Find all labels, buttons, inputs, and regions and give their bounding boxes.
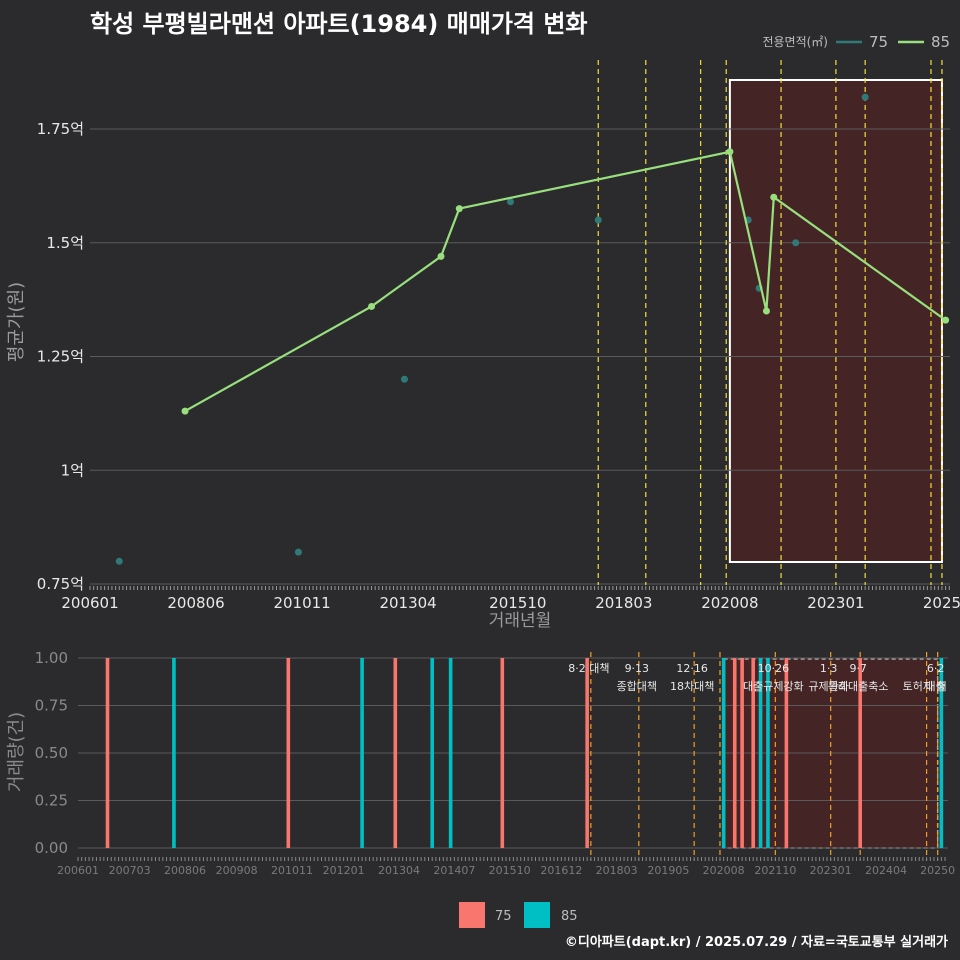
x-tick-label: 201803 — [595, 594, 652, 612]
volume-bar-85 — [758, 658, 763, 848]
policy-label-date: 9·7 — [849, 662, 867, 675]
volume-bar-75 — [784, 658, 789, 848]
policy-label-name: 18차대책 — [670, 680, 714, 693]
chart-title: 학성 부평빌라맨션 아파트(1984) 매매가격 변화 — [90, 10, 588, 38]
y-tick-label-volume: 1.00 — [35, 649, 68, 667]
x-tick-label-volume: 200703 — [109, 864, 151, 877]
policy-label-name: 대출규제강화 — [743, 680, 804, 693]
policy-label-date: 8·2 대책 — [568, 662, 609, 675]
data-point-75 — [294, 548, 302, 556]
x-tick-label-volume: 200806 — [164, 864, 206, 877]
x-tick-label-volume: 20250 — [920, 864, 955, 877]
y-tick-label-volume: 0.75 — [35, 697, 68, 715]
source-credit: ©디아파트(dapt.kr) / 2025.07.29 / 자료=국토교통부 실… — [564, 935, 948, 950]
legend-swatch-bar-75 — [459, 902, 485, 928]
data-point-85 — [455, 205, 463, 213]
data-point-75 — [115, 557, 123, 565]
x-tick-label-volume: 200908 — [216, 864, 258, 877]
y-tick-label-volume: 0.50 — [35, 744, 68, 762]
volume-bar-85 — [766, 658, 770, 848]
data-point-85 — [942, 316, 950, 324]
x-tick-label: 200601 — [61, 594, 118, 612]
legend-label-bar-85: 85 — [561, 909, 578, 924]
x-tick-label-volume: 202404 — [865, 864, 907, 877]
y-tick-label: 1.25억 — [37, 348, 84, 366]
series-line-85 — [184, 150, 947, 413]
data-point-75 — [506, 198, 514, 206]
x-tick-label: 202301 — [807, 594, 864, 612]
data-point-75 — [861, 93, 869, 101]
x-tick-label-volume: 201803 — [596, 864, 638, 877]
data-point-85 — [762, 307, 770, 315]
y-tick-label: 1억 — [61, 461, 84, 479]
policy-label-name: 규제완화 — [808, 680, 848, 693]
volume-bar-85 — [360, 658, 364, 848]
x-tick-label-volume: 201011 — [271, 864, 313, 877]
data-point-85 — [726, 148, 734, 156]
legend-label-75: 75 — [869, 33, 888, 51]
volume-bar-75 — [286, 658, 291, 848]
policy-label-name: 종합대책 — [617, 680, 657, 693]
x-tick-label: 201011 — [273, 594, 330, 612]
volume-bar-85 — [172, 658, 176, 848]
legend-label-85: 85 — [931, 33, 950, 51]
data-point-85 — [437, 252, 445, 260]
data-point-75 — [792, 239, 800, 247]
x-axis-title: 거래년월 — [489, 611, 552, 631]
data-point-85 — [770, 193, 778, 201]
y-tick-label: 1.75억 — [37, 120, 84, 138]
legend-label-bar-75: 75 — [495, 909, 512, 924]
y-axis-title-volume: 거래량(건) — [6, 712, 27, 792]
x-tick-label: 201304 — [379, 594, 436, 612]
y-tick-label: 1.5억 — [46, 234, 84, 252]
x-tick-label: 200806 — [167, 594, 224, 612]
policy-label-date: 12·16 — [676, 662, 708, 675]
x-tick-label-volume: 201304 — [378, 864, 420, 877]
y-tick-label-volume: 0.00 — [35, 839, 68, 857]
volume-bar-75 — [585, 658, 589, 848]
x-tick-label-volume: 202110 — [754, 864, 796, 877]
data-point-85 — [181, 407, 189, 415]
policy-label-name: 토허제 해 — [903, 679, 947, 693]
legend-title: 전용면적(㎡) — [762, 35, 828, 49]
policy-label-date: 9·13 — [625, 662, 650, 675]
volume-bar-75 — [732, 658, 737, 848]
x-tick-label-volume: 201905 — [647, 864, 689, 877]
x-tick-label-volume: 201510 — [489, 864, 531, 877]
x-tick-label-volume: 202301 — [810, 864, 852, 877]
x-tick-label: 2025 — [923, 594, 960, 612]
volume-bar-75 — [740, 658, 744, 848]
x-tick-label-volume: 201201 — [323, 864, 365, 877]
volume-bar-85 — [721, 658, 726, 848]
volume-bar-75 — [393, 658, 398, 848]
volume-bar-75 — [751, 658, 755, 848]
volume-bar-75 — [105, 658, 110, 848]
y-axis-title: 평균가(원) — [6, 282, 27, 362]
x-tick-label-volume: 202008 — [703, 864, 745, 877]
volume-bar-85 — [430, 658, 434, 848]
data-point-75 — [400, 375, 408, 383]
volume-bar-85 — [939, 658, 944, 848]
x-tick-label: 202008 — [701, 594, 758, 612]
legend-swatch-bar-85 — [524, 902, 550, 928]
x-tick-label-volume: 200601 — [57, 864, 99, 877]
x-tick-label-volume: 201407 — [433, 864, 475, 877]
y-tick-label-volume: 0.25 — [35, 792, 68, 810]
volume-bar-75 — [858, 658, 862, 848]
y-tick-label: 0.75억 — [37, 575, 84, 593]
policy-label-date: 1·3 — [820, 662, 838, 675]
data-point-85 — [368, 302, 376, 310]
volume-bar-75 — [500, 658, 505, 848]
policy-label-date: 10·26 — [758, 662, 790, 675]
x-tick-label-volume: 201612 — [540, 864, 582, 877]
data-point-75 — [594, 216, 602, 224]
policy-label-name: 대출 — [926, 680, 946, 693]
policy-label-name: 특례대출축소 — [828, 680, 889, 693]
volume-bar-85 — [448, 658, 453, 848]
x-tick-label: 201510 — [489, 594, 546, 612]
policy-label-date: 6·2 — [927, 662, 945, 675]
